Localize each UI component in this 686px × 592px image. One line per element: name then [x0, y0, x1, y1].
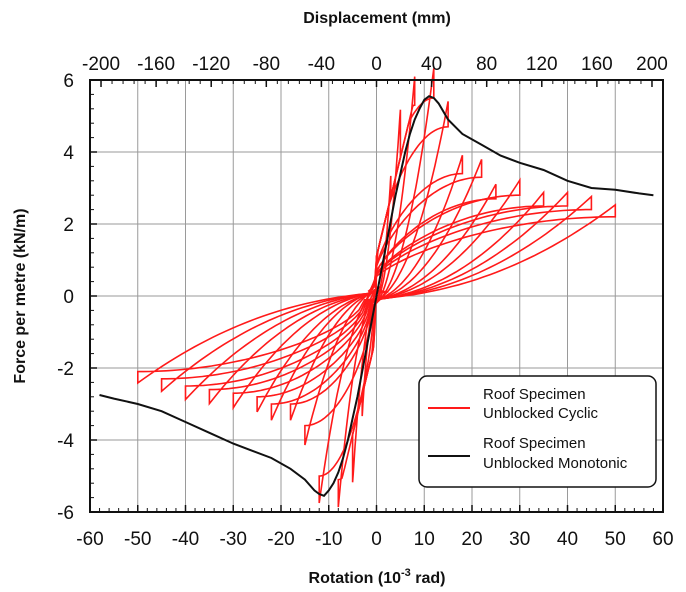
- x-tick-label: -60: [76, 529, 103, 550]
- cyclic-loop-line: [304, 101, 449, 446]
- x-tick-label: -20: [267, 529, 294, 550]
- x-tick-label: -50: [124, 529, 151, 550]
- bottom-axis-title-superscript: -3: [401, 567, 411, 579]
- x-tick-label: 30: [509, 529, 530, 550]
- y-tick-label: -6: [57, 503, 74, 524]
- series-layer: [99, 68, 654, 508]
- top-tick-label: -80: [253, 54, 280, 75]
- bottom-axis-title: Rotation (10-3 rad): [309, 567, 446, 587]
- top-tick-label: 120: [526, 54, 558, 75]
- legend-label-monotonic-line2: Unblocked Monotonic: [483, 455, 628, 472]
- tick-labels: -60 -50 -40 -30 -20 -10 0 10 20 30 40 50 60-6-4-2024…: [57, 54, 673, 550]
- top-tick-label: 80: [476, 54, 497, 75]
- monotonic-negative-line: [99, 295, 378, 497]
- y-tick-label: 4: [63, 143, 74, 164]
- x-tick-label: 20: [461, 529, 482, 550]
- bottom-axis-title-tail: rad): [411, 570, 446, 587]
- top-axis-title: Displacement (mm): [303, 10, 451, 27]
- x-tick-label: -10: [315, 529, 342, 550]
- legend-label-monotonic-line1: Roof Specimen: [483, 435, 586, 452]
- top-tick-label: 40: [421, 54, 442, 75]
- x-tick-label: 40: [557, 529, 578, 550]
- x-tick-label: 60: [652, 529, 673, 550]
- legend: Roof Specimen Unblocked Cyclic Roof Spec…: [418, 375, 657, 488]
- top-tick-label: -120: [192, 54, 230, 75]
- legend-label-cyclic-line2: Unblocked Cyclic: [483, 405, 599, 422]
- top-tick-label: 0: [371, 54, 382, 75]
- y-tick-label: 6: [63, 71, 74, 92]
- bottom-axis-title-main: Rotation (10: [309, 570, 402, 587]
- monotonic-positive-line: [375, 95, 654, 297]
- y-axis-title: Force per metre (kN/m): [12, 208, 29, 383]
- y-tick-label: 2: [63, 215, 74, 236]
- x-tick-label: 50: [605, 529, 626, 550]
- y-tick-label: 0: [63, 287, 74, 308]
- legend-box: [418, 375, 657, 488]
- y-tick-label: -4: [57, 431, 74, 452]
- top-tick-label: 200: [636, 54, 668, 75]
- tick-marks: [89, 79, 664, 513]
- cyclic-loop-line: [137, 203, 617, 385]
- x-tick-label: -30: [220, 529, 247, 550]
- cyclic-loop-line: [318, 68, 435, 504]
- top-tick-label: -40: [308, 54, 335, 75]
- top-tick-label: -200: [82, 54, 120, 75]
- x-tick-label: 10: [414, 529, 435, 550]
- top-tick-label: 160: [581, 54, 613, 75]
- top-tick-label: -160: [137, 54, 175, 75]
- legend-label-cyclic-line1: Roof Specimen: [483, 386, 586, 403]
- x-tick-label: -40: [172, 529, 199, 550]
- x-tick-label: 0: [371, 529, 382, 550]
- y-tick-label: -2: [57, 359, 74, 380]
